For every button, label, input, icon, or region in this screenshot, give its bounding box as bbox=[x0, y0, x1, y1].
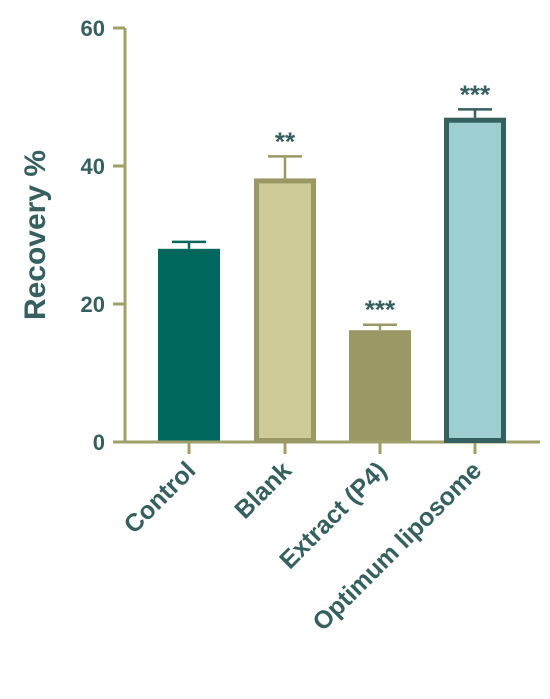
category-label: Blank bbox=[229, 456, 297, 524]
y-tick-label: 40 bbox=[81, 154, 105, 179]
bar bbox=[444, 117, 506, 443]
significance-label: ** bbox=[275, 126, 296, 156]
significance-label: *** bbox=[460, 79, 491, 109]
y-tick-label: 60 bbox=[81, 16, 105, 41]
y-axis-title: Recovery % bbox=[19, 150, 52, 320]
significance-label: *** bbox=[365, 295, 396, 325]
bar bbox=[158, 248, 220, 441]
category-label: Control bbox=[119, 456, 202, 539]
bar bbox=[349, 330, 411, 441]
category-label: Optimum liposome bbox=[307, 456, 487, 636]
y-tick-label: 0 bbox=[93, 430, 105, 455]
bar bbox=[254, 178, 316, 443]
bars bbox=[158, 108, 506, 443]
y-tick-label: 20 bbox=[81, 292, 105, 317]
